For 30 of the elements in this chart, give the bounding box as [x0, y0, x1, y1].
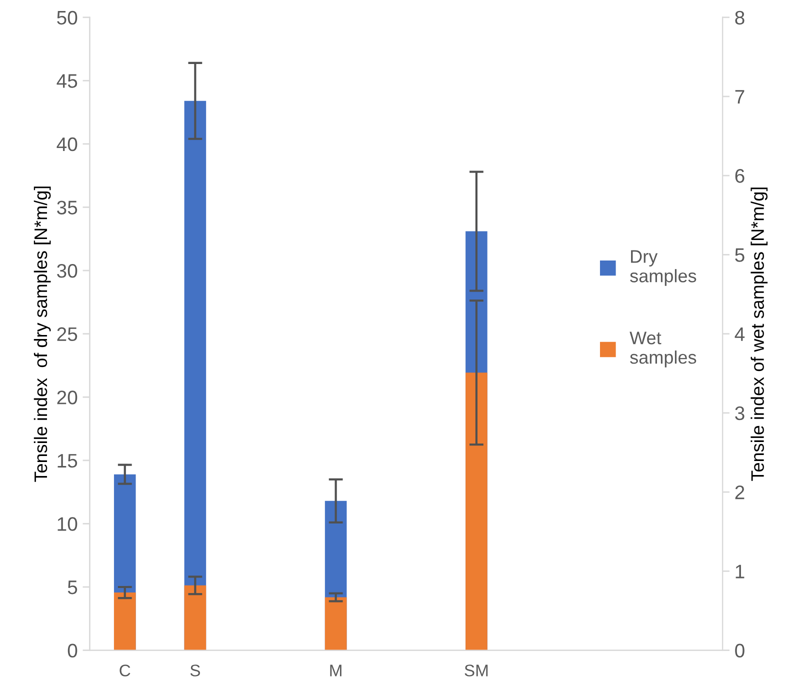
y-tick-label: 45 [56, 74, 78, 88]
y2-tick-label: 4 [734, 327, 745, 341]
y2-tick-label: 0 [735, 644, 744, 658]
legend-label: Wet samples [630, 332, 696, 368]
y2-tick-label: 8 [735, 10, 744, 25]
y2-axis-title: Tensile index of wet samples [N*m/g] [750, 188, 768, 481]
y2-tick-label: 6 [735, 169, 744, 183]
bar [114, 592, 136, 650]
y-tick-label: 25 [57, 327, 78, 342]
y-axis-title: Tensile index of dry samples [N*m/g] [34, 186, 51, 482]
x-tick-label: C [120, 664, 130, 676]
y-tick-label: 5 [68, 580, 78, 594]
legend-label: Dry samples [630, 250, 696, 286]
bar [184, 585, 206, 650]
x-tick-label: S [190, 664, 200, 676]
x-tick-label: M [330, 664, 342, 676]
y-tick-label: 50 [57, 10, 78, 25]
y-tick-label: 0 [68, 644, 78, 658]
y2-tick-label: 7 [735, 90, 744, 104]
y-tick-label: 35 [57, 200, 78, 214]
y-tick-label: 15 [58, 454, 78, 468]
y2-tick-label: 5 [735, 248, 744, 262]
y-tick-label: 20 [57, 390, 78, 404]
y-tick-label: 40 [56, 137, 78, 152]
y2-tick-label: 3 [735, 406, 744, 420]
y-tick-label: 30 [57, 264, 78, 278]
y2-tick-label: 2 [735, 486, 744, 500]
y-tick-label: 10 [58, 517, 78, 531]
y2-tick-label: 1 [736, 564, 744, 578]
x-tick-label: SM [464, 664, 488, 676]
